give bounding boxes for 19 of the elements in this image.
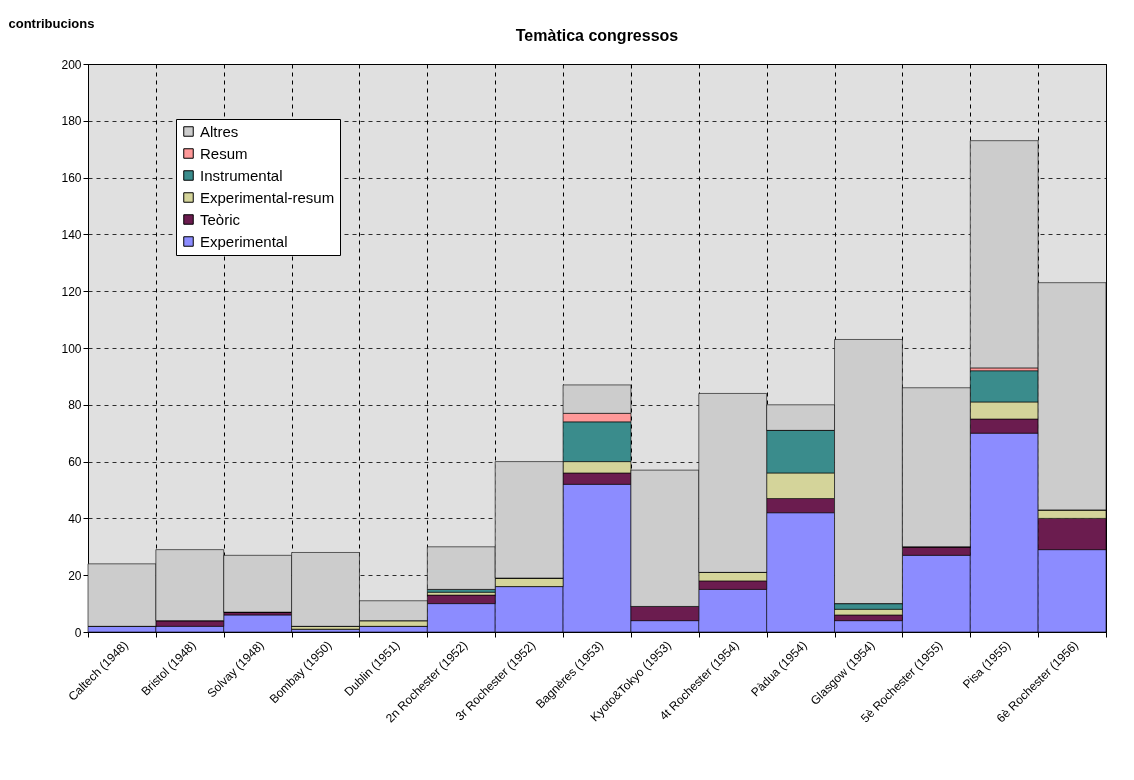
y-tick-label: 0 [74, 625, 82, 640]
y-tick-label: 20 [68, 568, 82, 583]
legend-label: Experimental-resum [200, 188, 335, 206]
y-tick-label: 120 [61, 284, 82, 299]
legend-label: Teòric [200, 210, 241, 228]
y-tick-label: 100 [61, 341, 82, 356]
y-tick-label: 60 [68, 455, 82, 470]
chart-title: Temàtica congressos [515, 27, 679, 44]
y-tick-label: 140 [61, 227, 82, 242]
legend-label: Resum [200, 144, 248, 162]
y-tick-label: 160 [61, 171, 82, 186]
y-tick-label: 200 [61, 57, 82, 72]
y-axis-title: contribucions [8, 15, 95, 31]
legend-label: Experimental [200, 232, 288, 250]
legend-label: Instrumental [200, 166, 283, 184]
y-tick-label: 180 [61, 114, 82, 129]
y-tick-label: 40 [68, 511, 82, 526]
y-tick-label: 80 [68, 398, 82, 413]
legend-label: Altres [200, 122, 239, 140]
